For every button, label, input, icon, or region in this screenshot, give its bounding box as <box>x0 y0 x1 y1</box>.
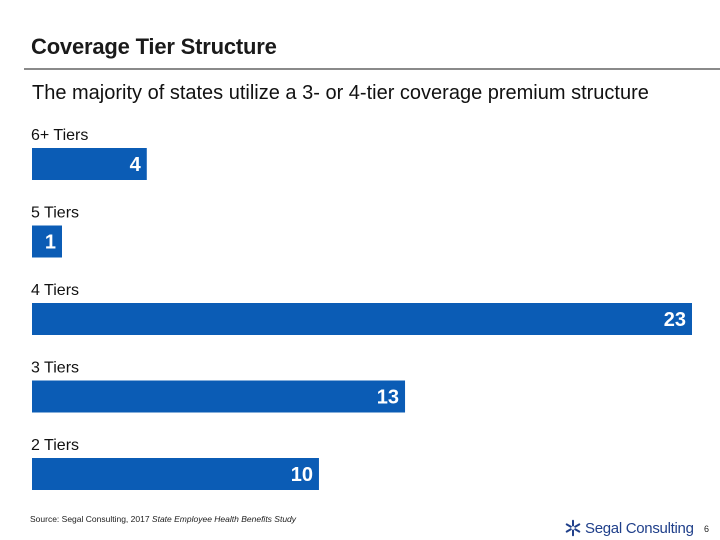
bar-3-tiers <box>32 380 406 413</box>
value-label-5-tiers: 1 <box>45 232 56 254</box>
category-label-6-tiers: 6+ Tiers <box>31 127 88 144</box>
page-number: 6 <box>704 524 710 534</box>
bar-5-tiers <box>32 225 62 258</box>
value-label-3-tiers: 13 <box>377 387 399 409</box>
value-label-6-tiers: 4 <box>130 154 142 176</box>
page-subtitle: The majority of states utilize a 3- or 4… <box>32 82 649 104</box>
logo-text: Segal Consulting <box>585 519 694 537</box>
category-label-4-tiers: 4 Tiers <box>31 282 79 299</box>
title-divider <box>24 68 720 70</box>
source-study-title: State Employee Health Benefits Study <box>151 514 297 524</box>
segal-star-icon <box>565 519 581 537</box>
bar-2-tiers <box>32 458 319 490</box>
source-note: Source: Segal Consulting, 2017 State Emp… <box>30 514 296 524</box>
company-logo: Segal Consulting <box>564 518 694 538</box>
value-label-2-tiers: 10 <box>291 464 313 486</box>
bar-6-tiers <box>32 148 147 180</box>
category-label-2-tiers: 2 Tiers <box>31 437 79 454</box>
category-label-5-tiers: 5 Tiers <box>31 205 79 222</box>
page-title: Coverage Tier Structure <box>31 34 277 59</box>
source-text: Source: Segal Consulting, 2017 <box>30 514 152 524</box>
bar-4-tiers <box>32 303 692 335</box>
category-label-3-tiers: 3 Tiers <box>31 360 79 377</box>
value-label-4-tiers: 23 <box>664 309 686 331</box>
